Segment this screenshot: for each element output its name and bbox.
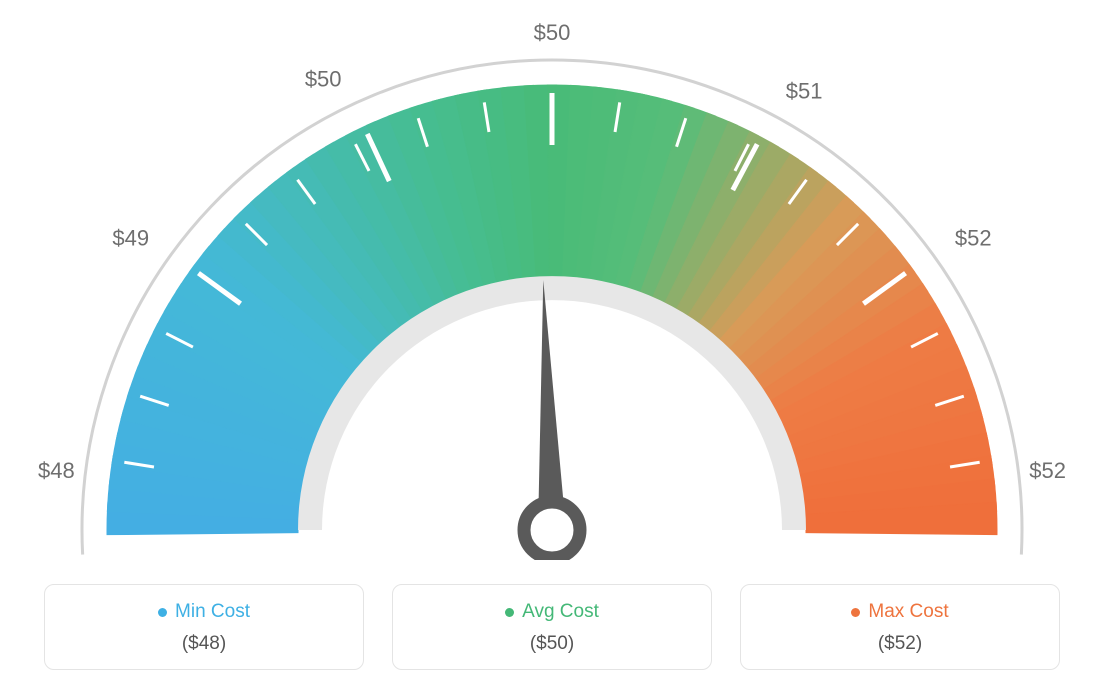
dot-max-icon — [851, 608, 860, 617]
legend-label-text-min: Min Cost — [175, 601, 250, 623]
dot-min-icon — [158, 608, 167, 617]
legend-card-min: Min Cost ($48) — [44, 584, 364, 670]
tick-label: $51 — [786, 78, 823, 103]
legend-label-min: Min Cost — [158, 601, 250, 623]
legend-row: Min Cost ($48) Avg Cost ($50) Max Cost (… — [0, 584, 1104, 670]
cost-gauge: $48 $49 $50 $50 $51 $52 $52 — [0, 0, 1104, 560]
legend-card-max: Max Cost ($52) — [740, 584, 1060, 670]
legend-label-avg: Avg Cost — [505, 601, 599, 623]
tick-label: $52 — [1029, 458, 1066, 483]
legend-value-min: ($48) — [45, 633, 363, 655]
tick-label: $52 — [955, 225, 992, 250]
gauge-needle — [538, 280, 566, 530]
gauge-svg: $48 $49 $50 $50 $51 $52 $52 — [0, 0, 1104, 560]
tick-label: $50 — [534, 20, 571, 45]
legend-label-max: Max Cost — [851, 601, 948, 623]
legend-card-avg: Avg Cost ($50) — [392, 584, 712, 670]
tick-label: $49 — [112, 225, 149, 250]
legend-value-avg: ($50) — [393, 633, 711, 655]
tick-label: $50 — [305, 67, 342, 92]
gauge-hub — [524, 502, 580, 558]
tick-label: $48 — [38, 458, 75, 483]
legend-value-max: ($52) — [741, 633, 1059, 655]
dot-avg-icon — [505, 608, 514, 617]
legend-label-text-avg: Avg Cost — [522, 601, 599, 623]
legend-label-text-max: Max Cost — [868, 601, 948, 623]
